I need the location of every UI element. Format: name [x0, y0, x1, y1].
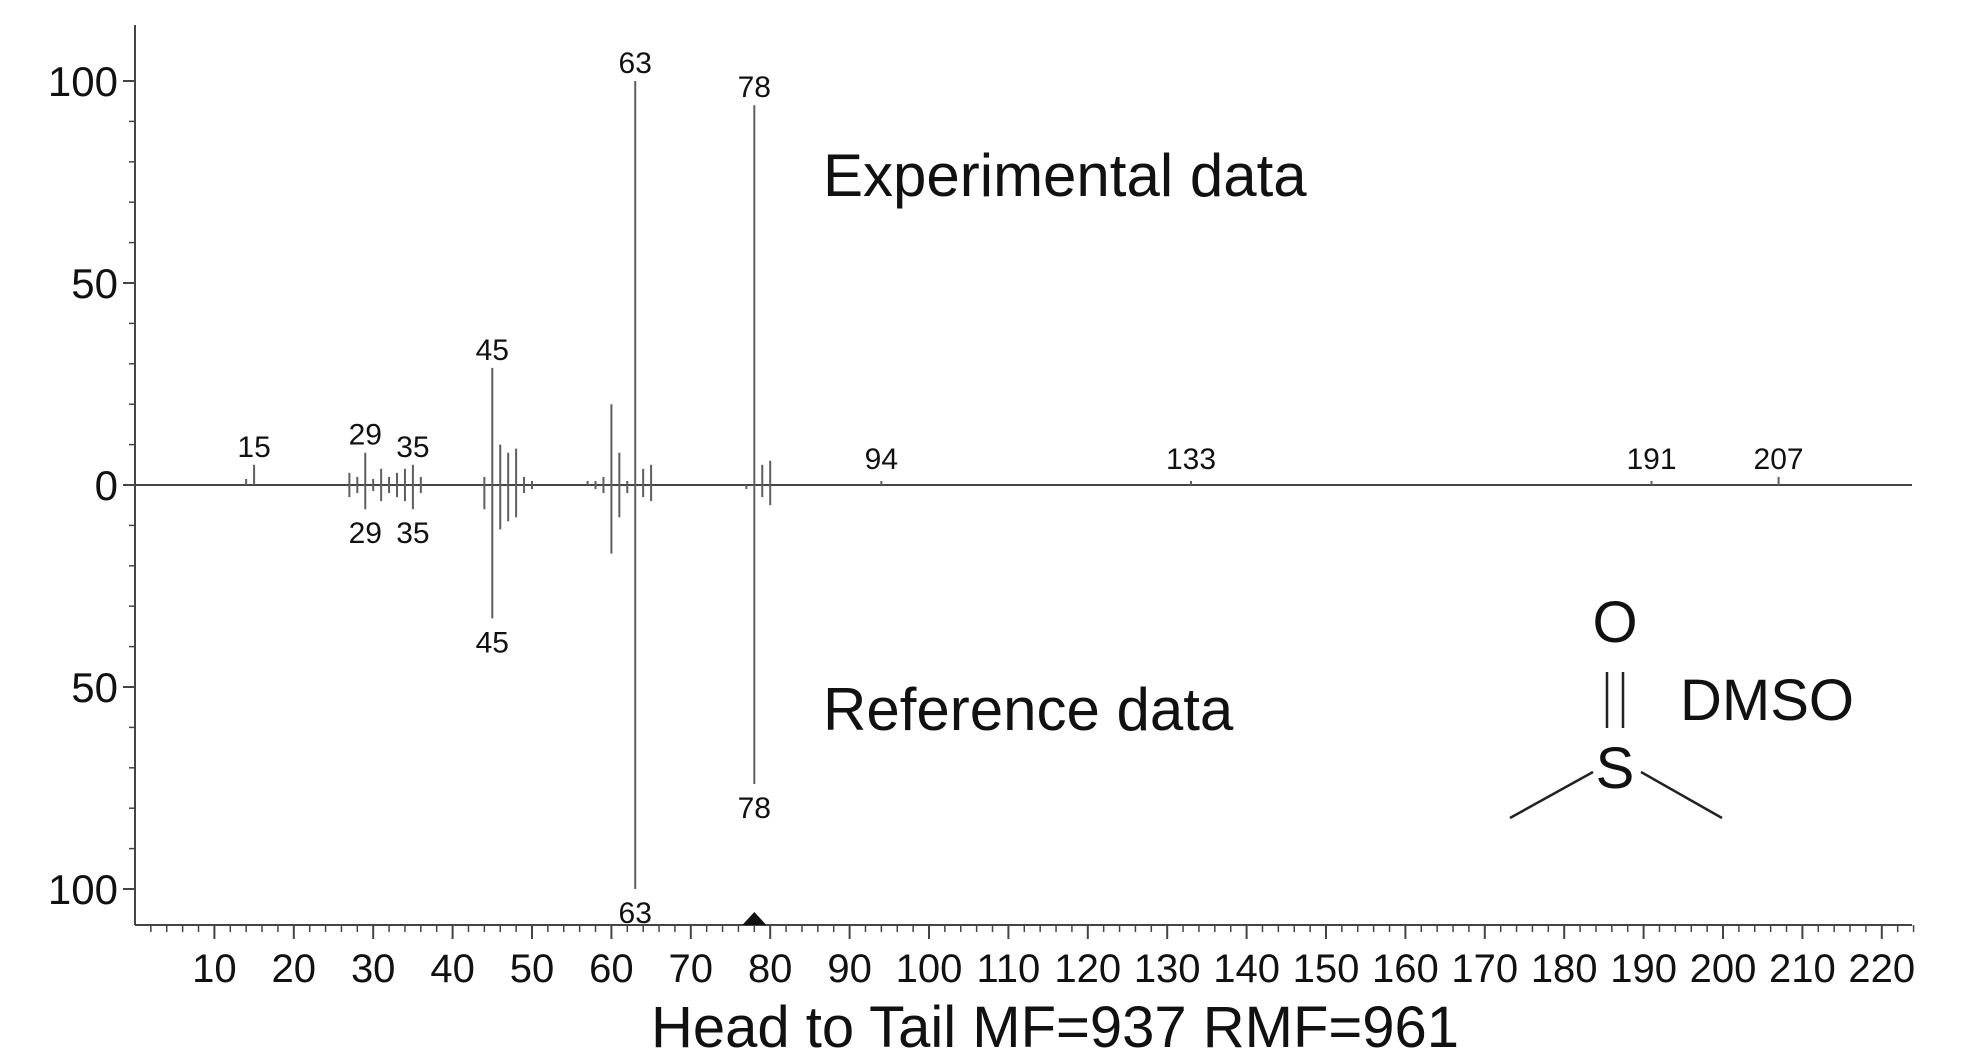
x-tick-label: 10: [192, 947, 237, 991]
x-tick-label: 40: [430, 947, 475, 991]
y-tick-label: 50: [71, 664, 118, 711]
experimental-peak-label: 207: [1754, 443, 1804, 476]
x-tick-label: 100: [896, 947, 963, 991]
reference-data-label: Reference data: [823, 676, 1234, 743]
dmso-structure: O S DMSO: [1509, 590, 1854, 820]
experimental-peak-label: 45: [476, 334, 509, 367]
x-tick-label: 180: [1531, 947, 1598, 991]
x-tick-label: 30: [351, 947, 396, 991]
reference-peak-label: 29: [349, 517, 382, 550]
x-tick-label: 110: [977, 947, 1041, 991]
axes: [134, 25, 1912, 926]
x-tick-label: 80: [748, 947, 793, 991]
y-tick-label: 100: [48, 866, 118, 913]
x-marker-triangle: [742, 912, 767, 925]
sulfur-atom-label: S: [1596, 736, 1635, 801]
x-tick-label: 60: [589, 947, 634, 991]
y-tick-label: 50: [71, 260, 118, 307]
x-tick-label: 120: [1054, 947, 1121, 991]
experimental-peak-label: 35: [396, 431, 429, 464]
x-tick-label: 170: [1451, 947, 1518, 991]
x-tick-label: 210: [1769, 947, 1836, 991]
experimental-data-label: Experimental data: [823, 142, 1307, 209]
peak-labels: 15 29 35 45 63 78 94 133 191 207 29 35 45 78 63: [237, 47, 1803, 930]
x-tick-label: 160: [1372, 947, 1439, 991]
compound-name: DMSO: [1680, 668, 1854, 733]
x-tick-label: 50: [510, 947, 555, 991]
y-tick-label: 0: [95, 462, 118, 509]
x-tick-label: 140: [1213, 947, 1280, 991]
experimental-peak-label: 94: [865, 443, 898, 476]
experimental-peak-label: 15: [237, 431, 270, 464]
reference-peak-label: 63: [619, 897, 652, 930]
x-tick-label: 190: [1610, 947, 1677, 991]
experimental-peak-label: 133: [1166, 443, 1216, 476]
reference-peak-label: 78: [738, 792, 771, 825]
x-tick-label: 70: [669, 947, 714, 991]
oxygen-atom-label: O: [1592, 590, 1637, 655]
x-tick-label: 130: [1134, 947, 1201, 991]
experimental-peak-label: 191: [1627, 443, 1677, 476]
x-axis-title: Head to Tail MF=937 RMF=961: [651, 995, 1459, 1060]
experimental-peak-label: 29: [349, 419, 382, 452]
x-tick-label: 90: [827, 947, 872, 991]
experimental-peak-label: 63: [619, 47, 652, 80]
methyl-bond-right: [1640, 770, 1723, 820]
reference-peak-label: 45: [476, 626, 509, 659]
experimental-peak-label: 78: [738, 71, 771, 104]
x-tick-label: 20: [272, 947, 317, 991]
reference-peak-label: 35: [396, 517, 429, 550]
x-tick-label: 150: [1293, 947, 1360, 991]
methyl-bond-left: [1509, 770, 1594, 820]
peaks: [245, 81, 1780, 889]
x-tick-label: 200: [1690, 947, 1757, 991]
x-tick-label: 220: [1848, 947, 1915, 991]
axis-ticks: 10 20 30 40 50 60 70 80 90 100 110 120 130 140 150 160 1…: [48, 58, 1915, 991]
y-tick-label: 100: [48, 58, 118, 105]
